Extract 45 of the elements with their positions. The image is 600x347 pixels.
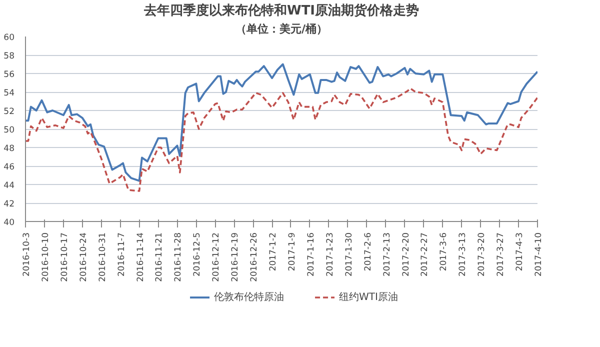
- x-tick-label: 2017-1-9: [287, 232, 298, 272]
- x-tick-label: 2017-4-10: [534, 232, 544, 276]
- x-tick-label: 2016-12-19: [230, 232, 241, 282]
- y-tick-label: 58: [4, 52, 15, 62]
- y-tick-label: 46: [4, 162, 15, 172]
- y-tick-label: 48: [4, 144, 15, 154]
- line-series: [26, 87, 538, 192]
- x-tick-label: 2016-10-31: [98, 232, 108, 282]
- x-tick-label: 2016-10-17: [60, 232, 70, 282]
- line-series: [26, 63, 538, 182]
- y-tick-label: 60: [4, 33, 15, 43]
- x-tick-label: 2017-4-3: [515, 232, 526, 272]
- y-tick-label: 50: [4, 126, 15, 136]
- x-tick-label: 2016-11-14: [136, 232, 146, 282]
- x-tick-label: 2017-3-6: [439, 232, 450, 272]
- x-tick-label: 2017-3-13: [458, 232, 468, 276]
- x-tick-label: 2016-12-26: [250, 232, 260, 282]
- y-tick-label: 40: [4, 218, 15, 228]
- y-tick-label: 54: [4, 88, 15, 98]
- x-tick-label: 2017-3-27: [496, 232, 506, 276]
- legend-label: 伦敦布伦特原油: [214, 290, 284, 304]
- x-tick-label: 2016-10-3: [22, 232, 32, 276]
- x-tick-label: 2016-12-12: [212, 232, 222, 282]
- y-tick-label: 52: [4, 107, 15, 117]
- x-tick-label: 2017-1-2: [268, 232, 279, 272]
- y-tick-label: 42: [4, 200, 15, 210]
- x-tick-label: 2016-11-21: [154, 232, 165, 282]
- x-tick-label: 2017-1-16: [306, 232, 316, 276]
- x-tick-label: 2017-2-20: [401, 232, 412, 276]
- chart-subtitle: （单位：美元/桶）: [235, 22, 328, 36]
- x-tick-label: 2017-1-30: [344, 232, 354, 276]
- x-tick-label: 2016-11-7: [116, 232, 127, 276]
- x-tick-label: 2017-3-20: [477, 232, 488, 276]
- y-tick-label: 56: [4, 70, 15, 80]
- x-tick-label: 2017-2-27: [420, 232, 430, 276]
- legend-label: 纽约WTI原油: [339, 290, 398, 304]
- x-tick-label: 2016-12-5: [192, 232, 203, 276]
- x-tick-label: 2017-1-23: [325, 232, 336, 276]
- x-tick-label: 2016-11-28: [174, 232, 184, 282]
- x-tick-label: 2016-10-10: [40, 232, 51, 282]
- chart-title: 去年四季度以来布伦特和WTI原油期货价格走势: [142, 2, 420, 18]
- x-tick-label: 2017-2-13: [382, 232, 392, 276]
- x-tick-label: 2017-2-6: [363, 232, 374, 272]
- y-tick-label: 44: [4, 181, 15, 191]
- x-tick-label: 2016-10-24: [78, 232, 89, 282]
